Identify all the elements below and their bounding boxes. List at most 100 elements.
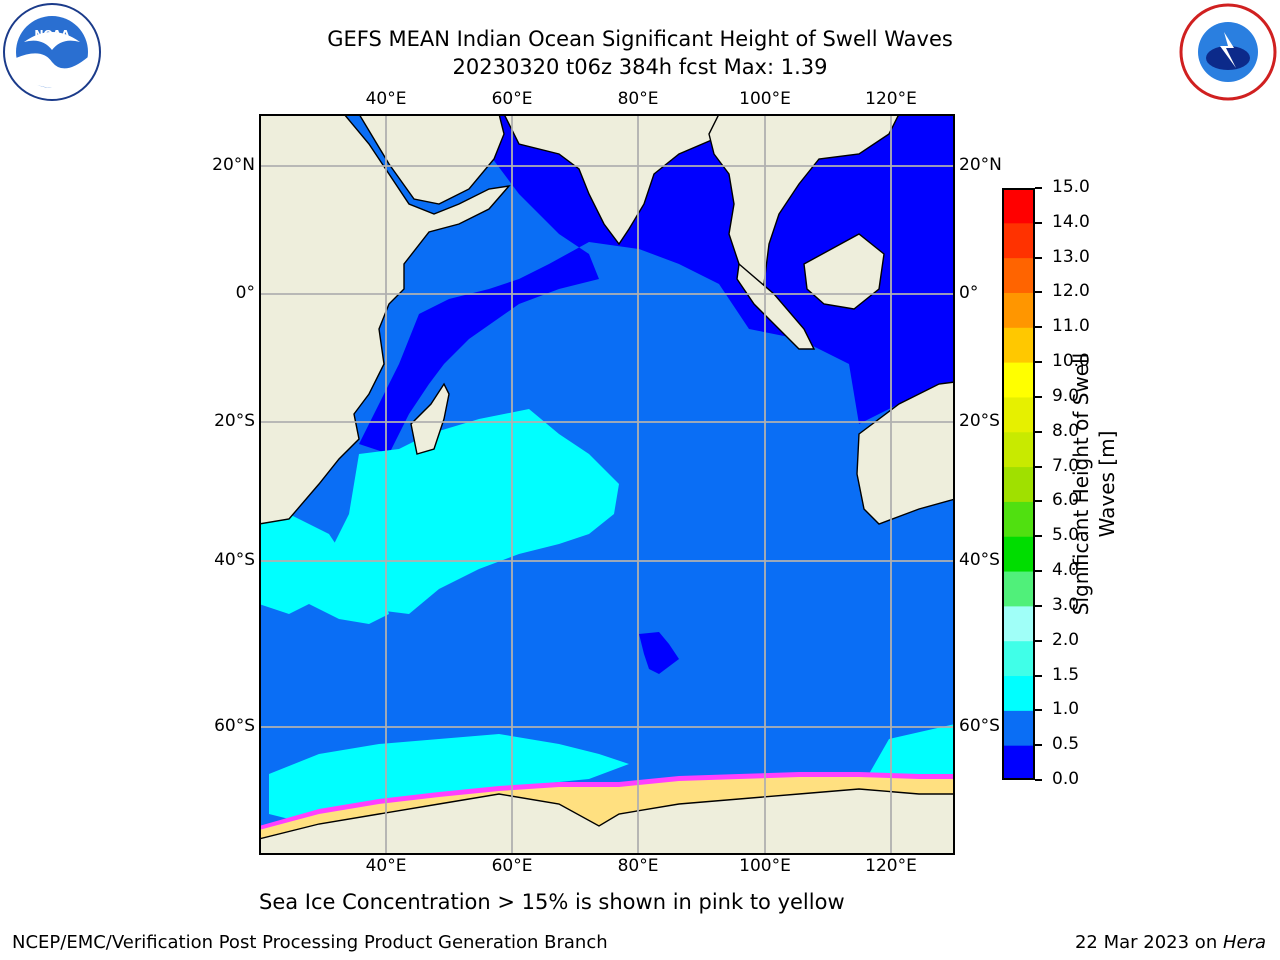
y-tick-label-right: 60°S [959,716,1000,736]
colorbar-tick [1035,744,1042,747]
ocean-low-swell-kerguelen [639,632,679,674]
footer-host: Hera [1222,932,1266,953]
colorbar-segment [1002,292,1035,328]
colorbar-segment [1002,188,1035,224]
colorbar-tick [1035,430,1042,433]
land-southeast-asia [708,114,900,296]
ocean-high-swell-south [269,734,629,824]
map-grid [259,114,955,855]
chart-title: GEFS MEAN Indian Ocean Significant Heigh… [327,27,953,51]
colorbar-level-label: 1.0 [1052,699,1080,720]
x-tick-label-top: 100°E [739,89,791,109]
colorbar-level-label: 15.0 [1052,177,1090,197]
noaa-logo: NOAA [2,2,102,102]
land-antarctica [259,788,955,855]
land-arabian-peninsula [358,114,505,205]
colorbar-level-label: 2.0 [1052,629,1080,650]
colorbar-segment [1002,466,1035,502]
colorbar-tick [1035,570,1042,573]
colorbar-level-label: 5.0 [1052,525,1080,546]
colorbar-tick [1035,361,1042,364]
colorbar-title: Significant Height of Swell Waves [m] [1068,284,1120,684]
colorbar-segment [1002,362,1035,398]
colorbar-tick [1035,535,1042,538]
svg-text:NOAA: NOAA [34,28,70,41]
colorbar-tick [1035,465,1042,468]
y-tick-label-right: 20°S [959,411,1000,431]
sea-ice-caption: Sea Ice Concentration > 15% is shown in … [259,890,845,914]
colorbar-segment [1002,675,1035,711]
x-tick-label-bottom: 120°E [865,856,917,876]
colorbar-segment [1002,396,1035,433]
y-tick-label-left: 20°N [212,155,255,175]
colorbar-level-label: 0.0 [1052,769,1080,789]
colorbar-segment [1002,745,1035,781]
chart-subtitle: 20230320 t06z 384h fcst Max: 1.39 [452,55,828,79]
colorbar-segment [1002,222,1035,259]
y-tick-label-right: 0° [959,283,979,303]
colorbar-level-label: 10.0 [1052,351,1090,372]
x-tick-label-top: 60°E [491,89,533,109]
colorbar [1002,188,1035,781]
ocean-high-swell-center [329,409,619,614]
colorbar-tick [1035,395,1042,398]
x-tick-label-bottom: 40°E [365,856,407,876]
land-madagascar [410,382,450,455]
colorbar-level-label: 11.0 [1052,316,1090,337]
footer-branch: NCEP/EMC/Verification Post Processing Pr… [12,932,608,953]
land-australia [856,381,955,525]
colorbar-segment [1002,431,1035,468]
colorbar-level-label: 13.0 [1052,246,1090,267]
colorbar-title-line1: Significant Height of Swell [1069,352,1093,616]
ocean-low-swell-north [359,114,955,454]
colorbar-level-label: 14.0 [1052,211,1090,232]
ocean-high-swell-west [259,514,389,624]
colorbar-tick [1035,604,1042,607]
y-tick-label-right: 20°N [959,155,1002,175]
colorbar-level-label: 12.0 [1052,281,1090,302]
x-tick-label-bottom: 60°E [491,856,533,876]
colorbar-segment [1002,257,1035,293]
land-sumatra [736,262,816,350]
colorbar-tick [1035,779,1042,781]
y-tick-label-left: 0° [235,283,255,303]
colorbar-tick [1035,291,1042,294]
colorbar-tick [1035,639,1042,642]
nws-logo [1178,2,1278,102]
colorbar-tick [1035,187,1042,189]
colorbar-tick [1035,256,1042,259]
colorbar-level-label: 3.0 [1052,594,1080,615]
footer-date-text: 22 Mar 2023 on [1074,932,1223,953]
colorbar-segment [1002,501,1035,537]
colorbar-level-label: 6.0 [1052,490,1080,511]
y-tick-label-left: 40°S [214,550,255,570]
colorbar-level-label: 9.0 [1052,385,1080,406]
colorbar-tick [1035,500,1042,503]
colorbar-frame [1002,188,1035,780]
colorbar-level-label: 4.0 [1052,560,1080,581]
colorbar-level-label: 1.5 [1052,664,1080,685]
x-tick-label-bottom: 80°E [617,856,659,876]
land-india [503,114,720,246]
y-tick-label-left: 20°S [214,411,255,431]
colorbar-segment [1002,536,1035,572]
colorbar-level-label: 0.5 [1052,734,1080,755]
x-tick-label-top: 40°E [365,89,407,109]
colorbar-segment [1002,605,1035,642]
x-tick-label-top: 120°E [865,89,917,109]
colorbar-level-label: 7.0 [1052,455,1080,476]
x-tick-label-top: 80°E [617,89,659,109]
colorbar-tick [1035,674,1042,677]
colorbar-tick [1035,709,1042,712]
y-tick-label-right: 40°S [959,550,1000,570]
map-panel [259,114,955,855]
colorbar-tick [1035,326,1042,329]
footer-date: 22 Mar 2023 on Hera [1075,932,1266,953]
colorbar-title-line2: Waves [m] [1095,430,1119,538]
colorbar-tick [1035,221,1042,224]
x-tick-label-bottom: 100°E [739,856,791,876]
colorbar-level-label: 8.0 [1052,420,1080,441]
colorbar-segment [1002,571,1035,607]
colorbar-segment [1002,710,1035,746]
colorbar-segment [1002,640,1035,677]
